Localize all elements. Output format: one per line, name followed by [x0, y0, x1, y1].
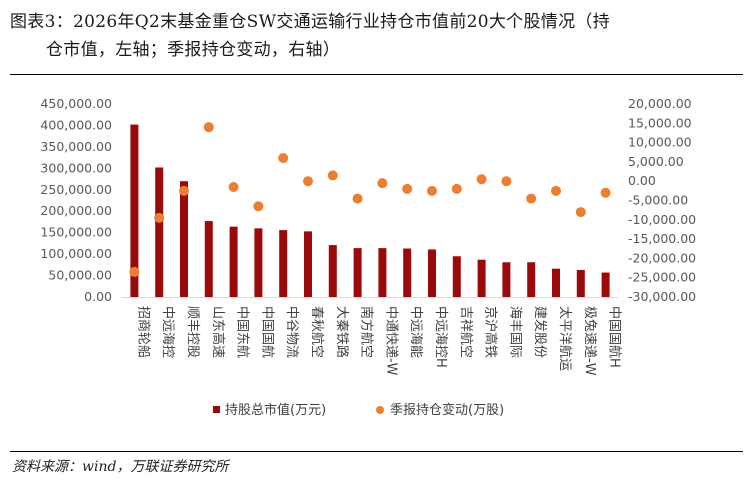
bar	[304, 231, 312, 297]
bar	[452, 256, 461, 297]
x-axis-tick-label: 建发股份	[532, 306, 548, 358]
x-axis-tick-label: 春秋航空	[309, 306, 325, 358]
scatter-point	[600, 187, 611, 198]
chart-title-line1: 图表3：2026年Q2末基金重仓SW交通运输行业持仓市值前20大个股情况（持	[10, 12, 610, 32]
right-axis-tick-label: 15,000.00	[628, 115, 692, 130]
legend: 持股总市值(万元) 季报持仓变动(万股)	[213, 402, 504, 418]
right-axis: -30,000.00 -25,000.00 -20,000.00 -15,000.00…	[628, 96, 696, 304]
x-axis-tick-label: 中远海控H	[433, 306, 448, 368]
bar	[130, 124, 139, 297]
x-axis-tick-label: 京沪高铁	[483, 306, 499, 358]
left-axis-tick-label: 300,000.00	[40, 160, 112, 175]
chart-title-line2: 仓市值，左轴；季报持仓变动，右轴）	[46, 40, 341, 60]
bar	[502, 262, 511, 297]
chart-title: 图表3：2026年Q2末基金重仓SW交通运输行业持仓市值前20大个股情况（持 仓…	[10, 8, 740, 64]
right-axis-tick-label: 10,000.00	[628, 135, 692, 150]
scatter-point	[551, 185, 561, 196]
bar	[204, 221, 213, 297]
left-axis-tick-label: 50,000.00	[48, 268, 112, 283]
bar-series	[130, 124, 610, 297]
x-axis-tick-label: 中国国航H	[607, 306, 623, 368]
bar	[155, 167, 164, 297]
scatter-point	[278, 153, 289, 164]
x-axis-tick-label: 中国东航	[235, 306, 251, 358]
bar	[378, 248, 387, 297]
scatter-point	[377, 178, 388, 189]
bar	[428, 249, 436, 297]
x-axis-tick-label: 顺丰控股	[185, 306, 200, 358]
scatter-series	[129, 122, 611, 277]
right-axis-tick-label: -25,000.00	[628, 270, 696, 285]
right-axis-tick-label: -10,000.00	[628, 212, 696, 227]
left-axis-tick-label: 150,000.00	[40, 225, 112, 240]
left-axis-tick-label: 400,000.00	[40, 117, 112, 132]
scatter-point	[253, 201, 264, 212]
scatter-point	[575, 207, 586, 218]
left-axis-tick-label: 350,000.00	[40, 139, 112, 154]
bar	[279, 230, 288, 297]
source-divider	[10, 451, 743, 452]
legend-bar-label: 持股总市值(万元)	[225, 402, 326, 418]
x-axis-tick-label: 极兔速递-W	[582, 306, 597, 376]
legend-dot-label: 季报持仓变动(万股)	[390, 402, 504, 418]
scatter-point	[327, 170, 338, 181]
scatter-point	[451, 183, 462, 194]
x-axis-labels: 招商轮船 中远海控 顺丰控股 山东高速 中国东航 中国国航 中谷物流 春秋航空 大秦铁路 南方航空…	[135, 306, 622, 376]
legend-bar-swatch	[213, 406, 220, 413]
right-axis-tick-label: -15,000.00	[628, 231, 696, 246]
right-axis-tick-label: 20,000.00	[628, 96, 692, 111]
x-axis-tick-label: 吉祥航空	[458, 306, 474, 358]
left-axis-tick-label: 0.00	[84, 289, 112, 304]
scatter-point	[179, 185, 189, 196]
scatter-point	[228, 181, 239, 192]
bar	[527, 262, 536, 297]
x-axis-tick-label: 海丰国际	[507, 306, 522, 358]
left-axis: 0.00 50,000.00 100,000.00 150,000.00 200,000…	[40, 96, 112, 304]
bar	[403, 248, 412, 297]
bar	[353, 248, 362, 297]
bar	[328, 245, 337, 297]
scatter-point	[501, 176, 512, 187]
bar	[576, 269, 585, 297]
left-axis-tick-label: 250,000.00	[40, 182, 112, 197]
scatter-point	[352, 193, 363, 204]
source-note: 资料来源：wind，万联证券研究所	[12, 459, 229, 475]
scatter-point	[129, 266, 140, 277]
bar	[180, 181, 188, 297]
scatter-point	[402, 183, 413, 194]
x-axis-tick-label: 中谷物流	[284, 306, 299, 358]
scatter-point	[203, 122, 214, 133]
legend-dot-swatch	[376, 406, 384, 414]
left-axis-tick-label: 450,000.00	[40, 96, 112, 111]
bar	[254, 228, 263, 297]
right-axis-tick-label: -30,000.00	[628, 289, 696, 304]
left-axis-tick-label: 100,000.00	[40, 246, 112, 261]
x-axis-tick-label: 大秦铁路	[334, 306, 350, 358]
bar	[229, 226, 238, 297]
bar	[601, 272, 610, 297]
scatter-point	[476, 174, 487, 185]
x-axis-tick-label: 中通快递-W	[383, 306, 398, 376]
right-axis-tick-label: -20,000.00	[628, 250, 696, 265]
right-axis-tick-label: 0.00	[628, 173, 656, 188]
x-axis-tick-label: 招商轮船	[135, 306, 150, 358]
x-axis-tick-label: 中远海能	[408, 306, 423, 358]
bar	[552, 268, 560, 297]
title-divider	[10, 74, 743, 75]
scatter-point	[526, 193, 537, 204]
scatter-point	[154, 212, 165, 223]
right-axis-tick-label: 5,000.00	[628, 154, 684, 169]
bar	[477, 259, 486, 297]
x-axis-tick-label: 中国国航	[259, 306, 275, 358]
x-axis-tick-label: 太平洋航运	[557, 306, 573, 371]
x-axis-tick-label: 南方航空	[359, 306, 375, 358]
right-axis-tick-label: -5,000.00	[628, 193, 688, 208]
scatter-point	[303, 176, 313, 187]
x-axis-tick-label: 中远海控	[160, 306, 175, 358]
scatter-point	[427, 185, 437, 196]
x-axis-tick-label: 山东高速	[210, 306, 226, 358]
left-axis-tick-label: 200,000.00	[40, 203, 112, 218]
